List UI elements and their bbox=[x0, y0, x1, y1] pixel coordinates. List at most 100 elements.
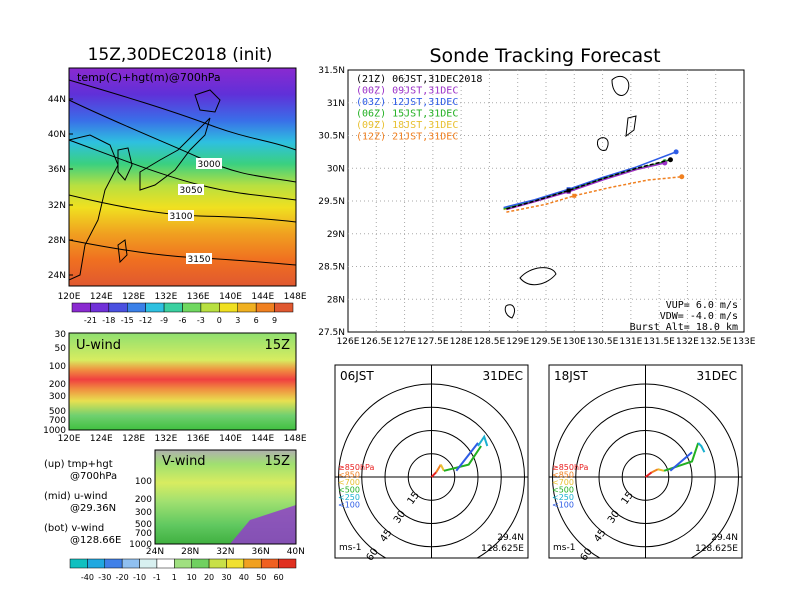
left-lat-ticks: 44N 40N 36N 32N 28N 24N bbox=[48, 95, 73, 281]
lon-tick-label: 144E bbox=[251, 292, 274, 302]
note-bot-1: (bot) v-wind bbox=[44, 523, 104, 534]
lon-tick-label: 128E bbox=[122, 434, 145, 444]
track-marker bbox=[572, 193, 577, 198]
vdw-param: VDW= -4.0 m/s bbox=[660, 311, 738, 322]
wind-colorbar-label: 60 bbox=[274, 573, 284, 582]
colorbar-swatch bbox=[71, 302, 91, 313]
track-legend: (21Z) 06JST,31DEC2018(00Z) 09JST,31DEC(0… bbox=[356, 74, 482, 143]
colorbar-swatch bbox=[274, 302, 294, 313]
hodograph-line bbox=[439, 464, 445, 472]
wind-colorbar-label: 40 bbox=[239, 573, 249, 582]
lat-tick-label: 28N bbox=[48, 236, 66, 246]
level-legend: <100 bbox=[338, 501, 360, 510]
contour-2950 bbox=[68, 79, 297, 151]
wind-colorbar-swatch bbox=[121, 558, 140, 569]
track-lon-label: 128E bbox=[450, 337, 473, 347]
wind-colorbar-label: -20 bbox=[116, 573, 129, 582]
lon-tick-label: 132E bbox=[154, 292, 177, 302]
lat-tick-label: 24N bbox=[48, 271, 66, 281]
p-tick-label: 300 bbox=[49, 392, 66, 402]
vup-param: VUP= 6.0 m/s bbox=[666, 300, 738, 311]
uwind-field bbox=[69, 333, 296, 430]
note-bot-2: @128.66E bbox=[70, 535, 121, 546]
wind-colorbar-swatch bbox=[104, 558, 123, 569]
track-lat-label: 31N bbox=[327, 99, 345, 109]
colorbar-swatch bbox=[145, 302, 165, 313]
track-lines bbox=[503, 149, 685, 213]
burst-param: Burst Alt= 18.0 km bbox=[630, 322, 738, 333]
lat-tick-label: 28N bbox=[181, 547, 199, 557]
wind-colorbar-swatch bbox=[69, 558, 88, 569]
track-lon-label: 131E bbox=[619, 337, 642, 347]
lat-tick-label: 24N bbox=[146, 547, 164, 557]
p-tick-label: 500 bbox=[49, 407, 66, 417]
lon-tick-label: 148E bbox=[284, 434, 307, 444]
p-tick-label: 200 bbox=[135, 495, 152, 505]
hodograph-lat: 29.4N bbox=[497, 533, 524, 543]
track-lat-label: 28N bbox=[327, 295, 345, 305]
contour-label-box bbox=[178, 184, 204, 195]
map-label: temp(C)+hgt(m)@700hPa bbox=[77, 71, 221, 84]
wind-colorbar-label: -1 bbox=[153, 573, 161, 582]
note-up-1: (up) tmp+hgt bbox=[44, 459, 113, 470]
hodograph-line bbox=[477, 434, 489, 447]
lon-tick-label: 140E bbox=[219, 434, 242, 444]
colorbar-label: -12 bbox=[139, 316, 152, 325]
legend-entry: (06Z) 15JST,31DEC bbox=[356, 109, 458, 120]
lon-tick-label: 124E bbox=[90, 434, 113, 444]
wind-colorbar-swatch bbox=[174, 558, 192, 569]
wind-colorbar-swatch bbox=[139, 558, 158, 569]
level-legend: <850 bbox=[338, 471, 360, 480]
hodograph-date: 31DEC bbox=[483, 369, 523, 383]
temp-colorbar: -21 -18 -15 -12 -9 -6 -3 0 3 6 9 bbox=[71, 302, 294, 325]
lon-tick-label: 136E bbox=[187, 434, 210, 444]
hodograph-lat: 29.4N bbox=[711, 533, 738, 543]
p-tick-label: 300 bbox=[135, 508, 152, 518]
track-lon-label: 127E bbox=[393, 337, 416, 347]
colorbar-label: -6 bbox=[179, 316, 187, 325]
contour-3000 bbox=[68, 99, 297, 183]
hodograph-line bbox=[657, 468, 665, 472]
hodograph-time: 06JST bbox=[340, 369, 374, 383]
colorbar-label: 9 bbox=[272, 316, 277, 325]
level-legend: <700 bbox=[338, 478, 360, 487]
lon-tick-label: 148E bbox=[284, 292, 307, 302]
hodograph-line bbox=[697, 442, 706, 453]
level-legend: <500 bbox=[552, 486, 574, 495]
colorbar-swatch bbox=[108, 302, 128, 313]
lat-tick-label: 36N bbox=[48, 165, 66, 175]
track-lon-label: 132.5E bbox=[700, 337, 732, 347]
p-tick-label: 200 bbox=[49, 380, 66, 390]
lon-tick-label: 124E bbox=[90, 292, 113, 302]
track-lat-label: 30N bbox=[327, 164, 345, 174]
hodograph-line bbox=[644, 471, 653, 478]
colorbar-swatch bbox=[90, 302, 110, 313]
hodograph-line bbox=[651, 468, 659, 474]
track-lon-label: 128.5E bbox=[474, 337, 506, 347]
hodograph-line bbox=[435, 464, 442, 473]
legend-entry: (03Z) 12JST,31DEC bbox=[356, 97, 458, 108]
track-lat-label: 30.5N bbox=[318, 132, 345, 142]
track-lat-label: 27.5N bbox=[318, 328, 345, 338]
note-up-2: @700hPa bbox=[70, 471, 117, 482]
contour-label-box bbox=[196, 158, 222, 169]
level-legend: <100 bbox=[552, 501, 574, 510]
colorbar-label: 0 bbox=[217, 316, 222, 325]
legend-entry: (00Z) 09JST,31DEC bbox=[356, 86, 458, 97]
panel-notes: (up) tmp+hgt @700hPa (mid) u-wind @29.36… bbox=[44, 459, 121, 546]
hodograph-lon: 128.625E bbox=[481, 544, 524, 554]
wind-colorbar-swatch bbox=[156, 558, 175, 569]
track-lat-ticks: 31.5N 31N 30.5N 30N 29.5N 29N 28.5N 28N 27.5N bbox=[318, 66, 345, 338]
wind-colorbar-label: 10 bbox=[187, 573, 197, 582]
colorbar-swatch bbox=[182, 302, 202, 313]
wind-colorbar-swatch bbox=[243, 558, 262, 569]
wind-colorbar-swatch bbox=[208, 558, 227, 569]
wind-colorbar-swatch bbox=[260, 558, 279, 569]
uwind-panel: U-wind 15Z bbox=[68, 332, 297, 431]
lat-tick-label: 40N bbox=[48, 130, 66, 140]
track-lon-label: 130E bbox=[563, 337, 586, 347]
uwind-frame bbox=[68, 332, 297, 431]
track-lon-label: 126E bbox=[337, 337, 360, 347]
island-amami bbox=[519, 267, 557, 286]
